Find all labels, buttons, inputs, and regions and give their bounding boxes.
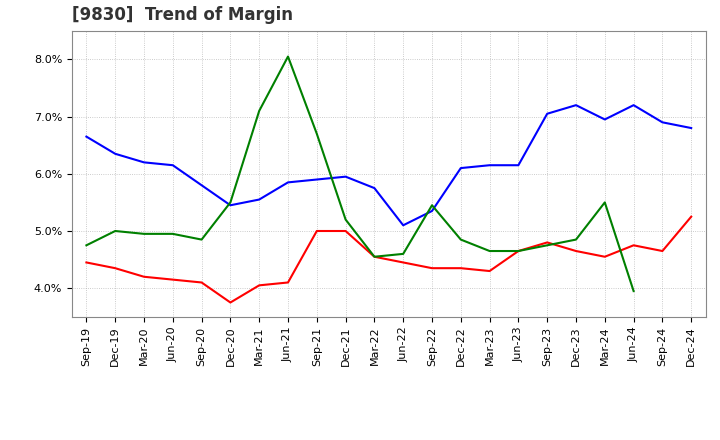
Net Income xyxy=(284,280,292,285)
Ordinary Income xyxy=(82,134,91,139)
Operating Cashflow xyxy=(341,217,350,222)
Ordinary Income xyxy=(312,177,321,182)
Operating Cashflow xyxy=(140,231,148,236)
Net Income xyxy=(370,254,379,259)
Net Income xyxy=(658,248,667,253)
Operating Cashflow xyxy=(312,131,321,136)
Operating Cashflow xyxy=(485,248,494,253)
Net Income xyxy=(456,265,465,271)
Operating Cashflow xyxy=(255,108,264,114)
Operating Cashflow xyxy=(111,228,120,234)
Line: Operating Cashflow: Operating Cashflow xyxy=(86,56,634,291)
Net Income xyxy=(168,277,177,282)
Operating Cashflow xyxy=(514,248,523,253)
Ordinary Income xyxy=(543,111,552,116)
Net Income xyxy=(341,228,350,234)
Operating Cashflow xyxy=(226,200,235,205)
Net Income xyxy=(140,274,148,279)
Net Income xyxy=(428,265,436,271)
Ordinary Income xyxy=(428,208,436,213)
Net Income xyxy=(82,260,91,265)
Ordinary Income xyxy=(140,160,148,165)
Ordinary Income xyxy=(399,223,408,228)
Net Income xyxy=(197,280,206,285)
Net Income xyxy=(312,228,321,234)
Operating Cashflow xyxy=(399,251,408,257)
Ordinary Income xyxy=(629,103,638,108)
Ordinary Income xyxy=(255,197,264,202)
Operating Cashflow xyxy=(370,254,379,259)
Operating Cashflow xyxy=(456,237,465,242)
Ordinary Income xyxy=(514,162,523,168)
Operating Cashflow xyxy=(629,288,638,293)
Net Income xyxy=(485,268,494,274)
Ordinary Income xyxy=(600,117,609,122)
Net Income xyxy=(687,214,696,219)
Net Income xyxy=(514,248,523,253)
Operating Cashflow xyxy=(284,54,292,59)
Ordinary Income xyxy=(370,185,379,191)
Net Income xyxy=(111,265,120,271)
Operating Cashflow xyxy=(428,202,436,208)
Text: [9830]  Trend of Margin: [9830] Trend of Margin xyxy=(72,6,293,24)
Ordinary Income xyxy=(687,125,696,131)
Net Income xyxy=(255,282,264,288)
Net Income xyxy=(572,248,580,253)
Operating Cashflow xyxy=(543,242,552,248)
Ordinary Income xyxy=(197,183,206,188)
Operating Cashflow xyxy=(168,231,177,236)
Line: Net Income: Net Income xyxy=(86,216,691,302)
Operating Cashflow xyxy=(600,200,609,205)
Net Income xyxy=(600,254,609,259)
Ordinary Income xyxy=(284,180,292,185)
Operating Cashflow xyxy=(197,237,206,242)
Line: Ordinary Income: Ordinary Income xyxy=(86,105,691,225)
Ordinary Income xyxy=(572,103,580,108)
Ordinary Income xyxy=(341,174,350,179)
Net Income xyxy=(543,240,552,245)
Net Income xyxy=(399,260,408,265)
Ordinary Income xyxy=(226,202,235,208)
Net Income xyxy=(226,300,235,305)
Ordinary Income xyxy=(168,162,177,168)
Operating Cashflow xyxy=(82,242,91,248)
Ordinary Income xyxy=(658,120,667,125)
Net Income xyxy=(629,242,638,248)
Ordinary Income xyxy=(456,165,465,171)
Operating Cashflow xyxy=(572,237,580,242)
Ordinary Income xyxy=(485,162,494,168)
Ordinary Income xyxy=(111,151,120,156)
